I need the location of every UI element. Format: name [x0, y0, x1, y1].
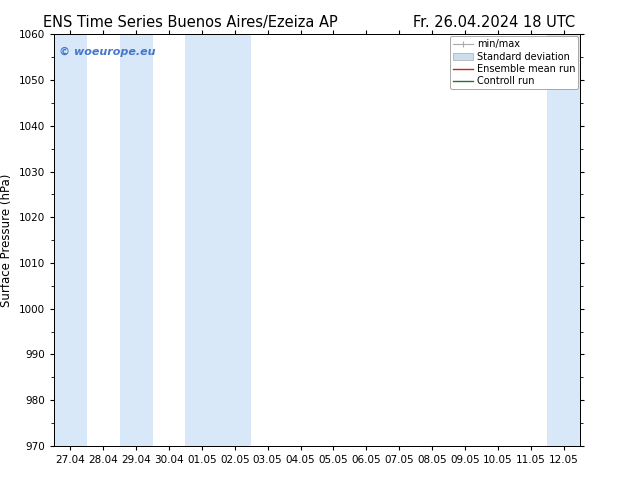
Bar	[120, 34, 153, 446]
Bar	[218, 34, 251, 446]
Text: Fr. 26.04.2024 18 UTC: Fr. 26.04.2024 18 UTC	[413, 15, 576, 30]
Bar	[547, 34, 580, 446]
Text: ENS Time Series Buenos Aires/Ezeiza AP: ENS Time Series Buenos Aires/Ezeiza AP	[43, 15, 337, 30]
Legend: min/max, Standard deviation, Ensemble mean run, Controll run: min/max, Standard deviation, Ensemble me…	[451, 36, 578, 89]
Text: © woeurope.eu: © woeurope.eu	[59, 47, 156, 57]
Y-axis label: Surface Pressure (hPa): Surface Pressure (hPa)	[0, 173, 13, 307]
Bar	[185, 34, 218, 446]
Bar	[54, 34, 87, 446]
